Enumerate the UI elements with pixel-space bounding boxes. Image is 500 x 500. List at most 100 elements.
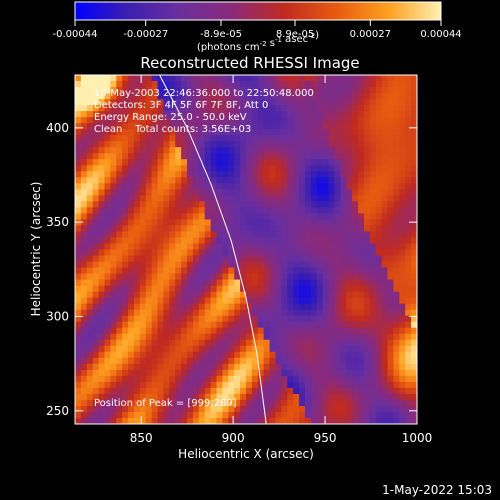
heatmap-cell [346, 327, 353, 335]
heatmap-cell [228, 315, 235, 323]
heatmap-cell [310, 111, 318, 118]
heatmap-cell [251, 171, 259, 178]
heatmap-cell [257, 267, 265, 275]
heatmap-cell [122, 327, 129, 335]
heatmap-cell [246, 249, 253, 257]
heatmap-cell [169, 363, 176, 371]
heatmap-cell [157, 105, 165, 112]
heatmap-cell [192, 375, 200, 383]
heatmap-cell [80, 387, 88, 395]
heatmap-cell [228, 411, 235, 419]
heatmap-cell [322, 201, 330, 208]
heatmap-cell [169, 243, 176, 251]
heatmap-cell [163, 129, 170, 136]
heatmap-cell [110, 393, 117, 401]
heatmap-cell [275, 363, 282, 371]
heatmap-cell [411, 165, 417, 172]
heatmap-cell [145, 315, 153, 323]
heatmap-cell [228, 249, 235, 257]
heatmap-cell [122, 195, 129, 202]
heatmap-cell [169, 291, 176, 299]
heatmap-cell [387, 195, 395, 202]
heatmap-cell [257, 225, 265, 233]
heatmap-cell [163, 393, 170, 401]
heatmap-cell [246, 363, 253, 371]
heatmap-cell [251, 381, 259, 389]
y-axis-label: Heliocentric Y (arcsec) [29, 182, 43, 317]
heatmap-cell [287, 219, 294, 227]
heatmap-cell [411, 285, 417, 293]
heatmap-cell [328, 393, 336, 401]
heatmap-cell [104, 117, 111, 124]
heatmap-cell [216, 267, 224, 275]
heatmap-cell [187, 81, 194, 88]
heatmap-cell [204, 99, 212, 106]
heatmap-cell [128, 297, 135, 305]
heatmap-cell [98, 141, 106, 148]
heatmap-cell [352, 99, 359, 106]
heatmap-cell [98, 405, 106, 413]
heatmap-cell [269, 135, 277, 142]
heatmap-cell [192, 267, 200, 275]
heatmap-cell [269, 201, 277, 208]
heatmap-cell [411, 177, 417, 184]
heatmap-cell [240, 411, 247, 419]
heatmap-cell [299, 93, 306, 100]
heatmap-cell [216, 351, 224, 359]
heatmap-cell [316, 327, 324, 335]
heatmap-cell [299, 159, 306, 166]
heatmap-cell [257, 369, 265, 377]
heatmap-cell [128, 315, 135, 323]
heatmap-cell [363, 159, 371, 166]
heatmap-cell [281, 321, 288, 329]
heatmap-cell [316, 297, 324, 305]
heatmap-cell [358, 315, 365, 323]
heatmap-cell [216, 333, 224, 341]
heatmap-cell [328, 399, 336, 407]
heatmap-cell [157, 111, 165, 118]
heatmap-cell [128, 219, 135, 227]
heatmap-cell [304, 135, 312, 142]
heatmap-cell [169, 321, 176, 329]
heatmap-cell [363, 147, 371, 154]
heatmap-cell [293, 117, 300, 124]
heatmap-cell [187, 417, 194, 424]
heatmap-cell [334, 237, 341, 245]
heatmap-cell [257, 363, 265, 371]
heatmap-cell [369, 183, 377, 190]
heatmap-cell [328, 81, 336, 88]
heatmap-cell [299, 321, 306, 329]
heatmap-cell [122, 279, 129, 287]
heatmap-cell [175, 267, 182, 275]
heatmap-cell [358, 153, 365, 160]
heatmap-cell [405, 225, 412, 233]
heatmap-cell [251, 153, 259, 160]
heatmap-cell [198, 141, 206, 148]
heatmap-cell [92, 153, 100, 160]
colorbar-tick-label: 0.00027 [350, 29, 391, 40]
heatmap-cell [275, 231, 282, 239]
heatmap-cell [399, 75, 406, 82]
heatmap-cell [293, 285, 300, 293]
heatmap-cell [145, 321, 153, 329]
heatmap-cell [387, 309, 395, 317]
heatmap-cell [145, 375, 153, 383]
heatmap-cell [334, 165, 341, 172]
heatmap-cell [240, 255, 247, 263]
heatmap-cell [411, 315, 417, 323]
heatmap-cell [104, 309, 111, 317]
heatmap-cell [281, 273, 288, 281]
heatmap-cell [246, 171, 253, 178]
heatmap-cell [181, 333, 188, 341]
heatmap-cell [204, 147, 212, 154]
heatmap-cell [228, 405, 235, 413]
heatmap-cell [75, 417, 82, 424]
heatmap-cell [310, 279, 318, 287]
heatmap-cell [352, 75, 359, 82]
heatmap-cell [257, 273, 265, 281]
heatmap-cell [228, 339, 235, 347]
heatmap-cell [393, 297, 400, 305]
heatmap-cell [163, 363, 170, 371]
heatmap-cell [328, 105, 336, 112]
heatmap-cell [328, 375, 336, 383]
